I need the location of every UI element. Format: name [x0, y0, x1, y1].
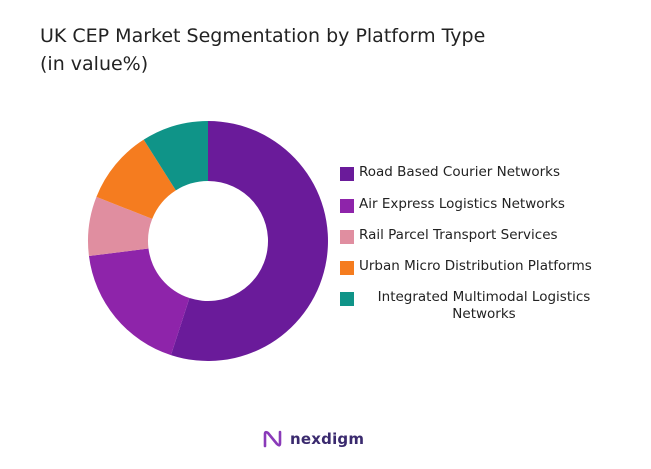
legend-swatch-urban: [340, 261, 354, 275]
legend-swatch-road: [340, 167, 354, 181]
legend-label-rail: Rail Parcel Transport Services: [359, 227, 558, 243]
nexdigm-logo-icon: [263, 430, 282, 448]
chart-title-line-2: (in value%): [40, 53, 149, 75]
donut-slice-multimodal: [143, 121, 208, 191]
nexdigm-logo-text: nexdigm: [290, 430, 365, 448]
legend-label-road: Road Based Courier Networks: [359, 164, 560, 180]
legend-item-rail: Rail Parcel Transport Services: [340, 227, 645, 244]
donut-slice-air: [88, 248, 190, 356]
legend-item-air: Air Express Logistics Networks: [340, 196, 645, 213]
chart-legend: Road Based Courier Networks Air Express …: [340, 164, 645, 323]
donut-slices: [88, 121, 328, 361]
legend-swatch-multimodal: [340, 292, 354, 306]
legend-label-air: Air Express Logistics Networks: [359, 196, 565, 212]
legend-item-road: Road Based Courier Networks: [340, 164, 645, 181]
nexdigm-logo: nexdigm: [262, 428, 364, 450]
legend-item-multimodal: Integrated Multimodal Logistics Networks: [340, 289, 645, 323]
legend-swatch-air: [340, 199, 354, 213]
legend-label-urban: Urban Micro Distribution Platforms: [359, 258, 592, 274]
donut-slice-road: [170, 121, 328, 361]
legend-item-urban: Urban Micro Distribution Platforms: [340, 258, 645, 275]
chart-title: UK CEP Market Segmentation by Platform T…: [40, 22, 485, 78]
legend-swatch-rail: [340, 230, 354, 244]
chart-title-line-1: UK CEP Market Segmentation by Platform T…: [40, 25, 486, 47]
donut-slice-rail: [88, 196, 153, 257]
donut-slice-urban: [96, 139, 176, 219]
legend-label-multimodal: Integrated Multimodal Logistics Networks: [377, 289, 591, 322]
